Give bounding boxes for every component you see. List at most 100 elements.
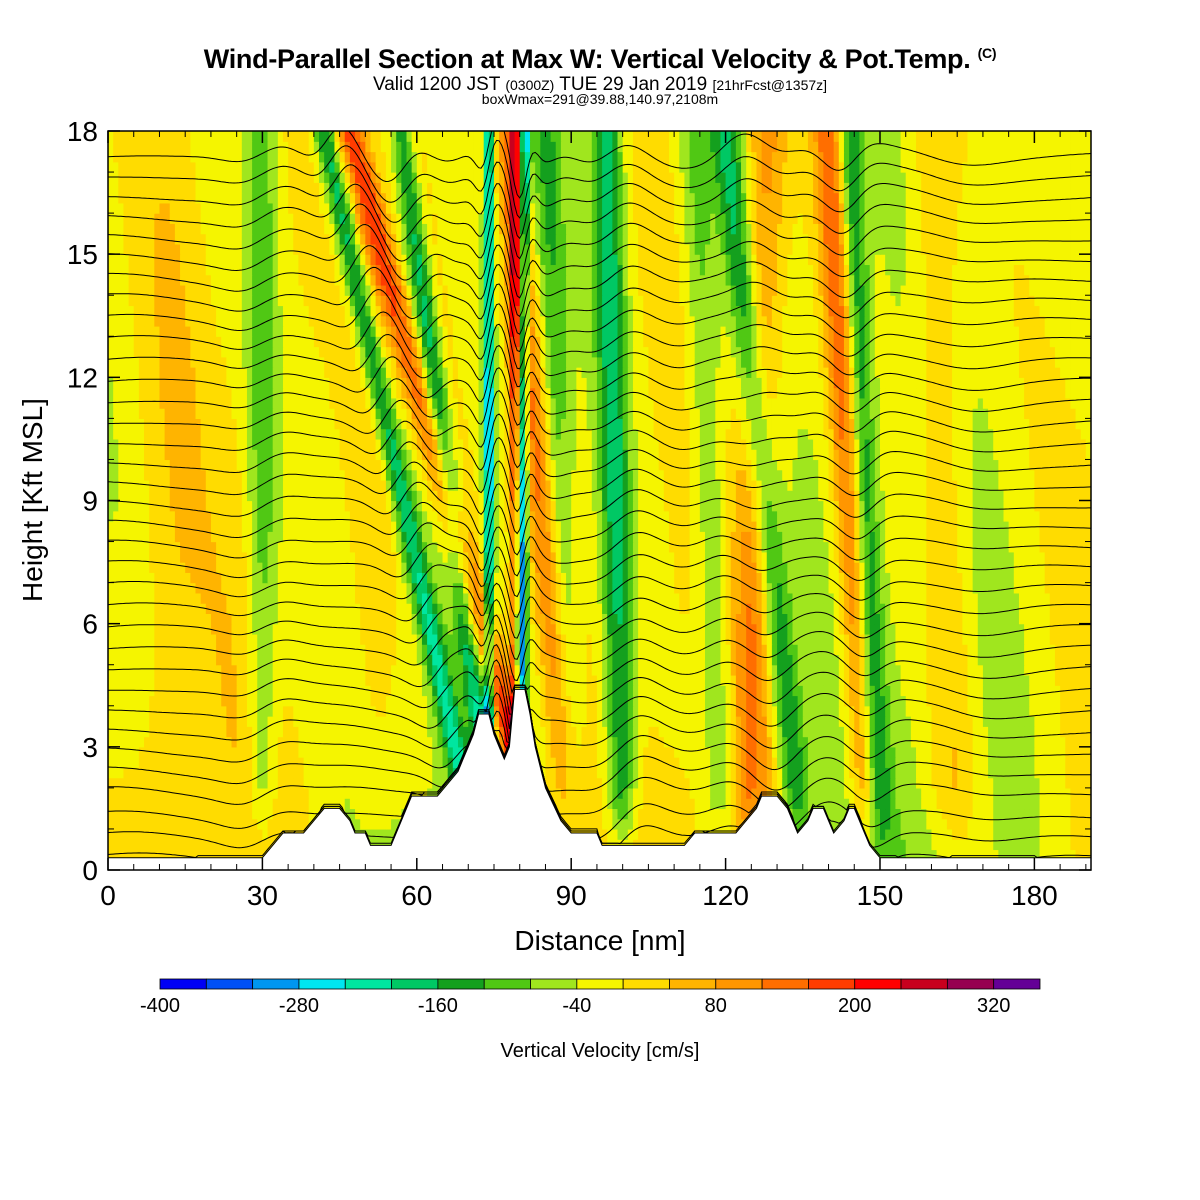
- w-cell: [1024, 654, 1030, 666]
- w-cell: [854, 695, 861, 707]
- w-cell: [735, 716, 742, 727]
- w-cell: [694, 685, 701, 697]
- w-cell: [535, 716, 541, 727]
- w-cell: [1070, 644, 1077, 656]
- w-cell: [607, 613, 613, 625]
- w-cell: [972, 705, 979, 717]
- w-cell: [442, 757, 449, 768]
- w-cell: [952, 828, 958, 840]
- w-cell: [643, 674, 649, 686]
- w-cell: [319, 603, 325, 614]
- w-cell: [946, 777, 953, 789]
- w-cell: [967, 644, 974, 656]
- w-cell: [1070, 623, 1077, 635]
- w-cell: [128, 787, 135, 799]
- w-cell: [226, 664, 233, 676]
- w-cell: [560, 757, 567, 768]
- w-cell: [1085, 767, 1091, 779]
- w-cell: [900, 767, 907, 779]
- w-cell: [684, 695, 691, 707]
- w-cell: [576, 623, 583, 635]
- w-cell: [1049, 705, 1056, 717]
- w-cell: [617, 695, 624, 707]
- w-cell: [900, 798, 907, 810]
- w-cell: [643, 644, 649, 656]
- w-cell: [277, 623, 284, 635]
- w-cell: [838, 644, 845, 656]
- w-cell: [1075, 685, 1082, 697]
- w-cell: [349, 613, 356, 625]
- w-cell: [684, 767, 691, 779]
- w-cell: [1013, 798, 1020, 810]
- w-cell: [818, 664, 824, 676]
- w-cell: [849, 736, 855, 748]
- w-cell: [210, 767, 217, 779]
- w-cell: [653, 767, 660, 779]
- w-cell: [627, 716, 634, 727]
- w-cell: [169, 767, 176, 779]
- w-cell: [905, 777, 912, 789]
- w-cell: [308, 736, 315, 748]
- w-cell: [679, 674, 686, 686]
- w-cell: [427, 777, 433, 789]
- w-cell: [365, 828, 372, 840]
- w-cell: [720, 633, 727, 645]
- w-cell: [1080, 664, 1087, 676]
- w-cell: [931, 705, 938, 717]
- w-cell: [174, 726, 181, 738]
- w-cell: [1024, 685, 1030, 697]
- w-cell: [591, 654, 598, 666]
- w-cell: [741, 644, 747, 656]
- w-cell: [602, 685, 608, 697]
- w-cell: [535, 654, 541, 666]
- w-cell: [643, 603, 649, 614]
- w-cell: [560, 664, 567, 676]
- w-cell: [782, 674, 788, 686]
- w-cell: [602, 726, 608, 738]
- w-cell: [797, 674, 804, 686]
- w-cell: [674, 685, 680, 697]
- w-cell: [252, 623, 258, 635]
- w-cell: [571, 695, 577, 707]
- w-cell: [540, 613, 547, 625]
- w-cell: [1008, 633, 1015, 645]
- w-cell: [581, 613, 588, 625]
- w-cell: [962, 767, 969, 779]
- w-cell: [622, 839, 629, 851]
- w-cell: [658, 633, 665, 645]
- w-cell: [879, 767, 886, 779]
- w-cell: [972, 695, 979, 707]
- w-cell: [334, 757, 341, 768]
- w-cell: [1008, 695, 1015, 707]
- w-cell: [581, 818, 588, 830]
- w-cell: [859, 767, 866, 779]
- w-cell: [576, 664, 583, 676]
- w-cell: [144, 716, 150, 727]
- w-cell: [988, 716, 994, 727]
- w-cell: [149, 716, 155, 727]
- w-cell: [329, 767, 336, 779]
- w-cell: [488, 623, 495, 635]
- w-cell: [828, 726, 835, 738]
- w-cell: [1044, 818, 1051, 830]
- w-cell: [710, 818, 716, 830]
- w-cell: [288, 695, 294, 707]
- w-cell: [777, 603, 783, 614]
- w-cell: [1003, 726, 1010, 738]
- w-cell: [658, 787, 665, 799]
- w-cell: [236, 654, 243, 666]
- w-cell: [108, 705, 114, 717]
- w-cell: [1085, 777, 1091, 789]
- w-cell: [602, 674, 608, 686]
- w-cell: [823, 767, 830, 779]
- w-cell: [617, 613, 624, 625]
- w-cell: [149, 705, 155, 717]
- w-cell: [1024, 798, 1030, 810]
- w-cell: [735, 603, 742, 614]
- w-cell: [715, 746, 722, 758]
- w-cell: [777, 705, 783, 717]
- w-cell: [190, 798, 197, 810]
- w-cell: [360, 716, 366, 727]
- w-cell: [432, 736, 438, 748]
- w-cell: [385, 644, 392, 656]
